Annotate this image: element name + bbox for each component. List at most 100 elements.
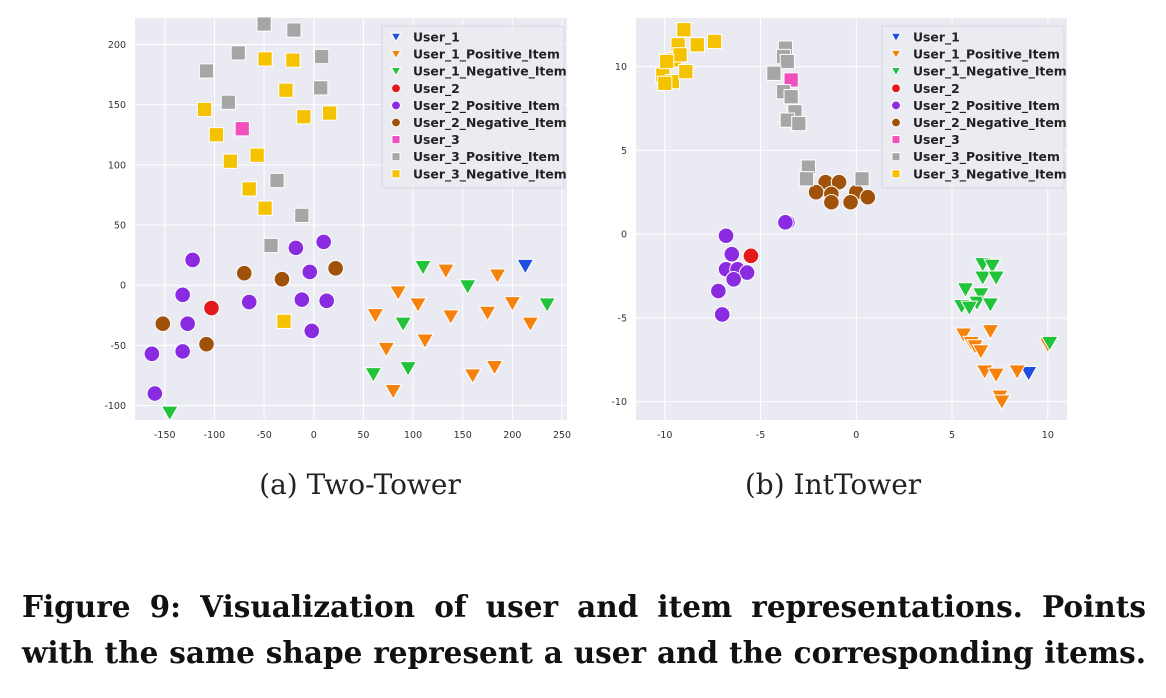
series-user-1-positive-item [366,263,540,400]
data-point [249,147,265,163]
data-point [783,89,799,105]
data-point [322,105,338,121]
data-point [436,263,455,280]
legend-marker [391,117,401,128]
data-point [672,47,688,63]
data-point [408,297,428,314]
data-point [488,268,507,285]
data-point [366,308,385,325]
series-user-2-negative-item [154,260,344,353]
data-point [676,22,692,38]
data-point [710,282,727,300]
x-tick-label: 250 [553,430,571,441]
data-point [960,300,979,317]
legend-label: User_3_Positive_Item [913,149,1060,165]
data-point [458,279,477,296]
series-user-3-positive-item [198,16,330,254]
data-point [981,297,1000,314]
data-point [294,207,310,224]
legend-marker [891,152,901,162]
y-tick-label: 200 [108,40,126,51]
data-point [830,173,848,191]
x-tick-label: 50 [357,430,369,441]
legend-marker [391,100,401,111]
data-point [478,305,497,322]
data-point [394,316,413,333]
data-point [779,53,795,70]
data-point [276,313,292,329]
data-point [303,322,321,340]
data-point [973,270,992,287]
x-tick-label: 150 [454,430,472,441]
data-point [263,237,279,254]
data-point [463,368,482,385]
legend-label: User_2 [913,81,960,97]
data-point [143,345,161,363]
data-point [791,115,807,132]
data-point [859,188,877,206]
legend-marker [390,32,402,43]
x-tick-label: -50 [256,430,272,441]
legend-label: User_1 [913,30,960,46]
data-point [413,260,433,276]
series-user-1 [1019,366,1038,382]
series-user-2-positive-item [143,233,335,402]
legend-marker [891,169,901,179]
data-point [956,282,975,299]
legend-label: User_2_Negative_Item [913,115,1067,131]
legend-marker [891,135,901,145]
data-point [241,181,257,197]
x-tick-label: -5 [756,430,765,441]
data-point [538,297,557,314]
data-point [301,263,319,281]
y-tick-label: 100 [108,160,126,171]
legend-marker [391,83,401,94]
x-tick-label: 10 [1042,430,1054,441]
y-tick-label: -100 [104,401,126,412]
legend-label: User_3 [413,132,460,148]
y-tick-label: -50 [110,341,126,352]
data-point [823,193,840,211]
series-user-2-negative-item [807,173,877,211]
data-point [983,258,1002,275]
legend-marker [890,66,902,77]
data-point [240,293,258,311]
legend-label: User_1 [413,30,460,46]
legend-marker [391,169,401,179]
legend-marker [891,117,901,128]
data-point [521,316,540,333]
x-tick-label: 5 [949,430,955,441]
data-point [389,285,408,302]
data-point [235,264,253,282]
data-point [160,405,179,422]
data-point [174,286,191,304]
figure-caption: Figure 9: Visualization of user and item… [22,584,1146,676]
data-point [706,33,723,50]
data-point [987,270,1006,287]
y-tick-label: 5 [621,146,627,157]
data-point [278,82,294,98]
legend-label: User_1_Positive_Item [413,47,560,63]
data-point [179,315,196,333]
data-point [313,80,329,96]
data-point [198,63,215,79]
legend-label: User_3_Negative_Item [413,166,567,182]
data-point [286,22,302,38]
data-point [842,193,859,211]
y-tick-label: -5 [618,313,627,324]
data-point [766,65,782,81]
legend-marker [890,49,902,60]
data-point [257,51,273,67]
data-point [296,109,312,125]
subcaption-inttower: (b) IntTower [744,468,922,501]
legend: User_1User_1_Positive_ItemUser_1_Negativ… [881,25,1067,189]
legend-label: User_2_Negative_Item [413,115,567,131]
x-tick-label: 100 [404,430,422,441]
data-point [678,63,694,80]
series-user-3-negative-item [655,22,723,91]
data-point [485,359,504,376]
series-user-2 [742,247,760,265]
data-point [441,309,460,326]
series-user-3-negative-item [196,51,338,329]
data-point [738,264,756,281]
